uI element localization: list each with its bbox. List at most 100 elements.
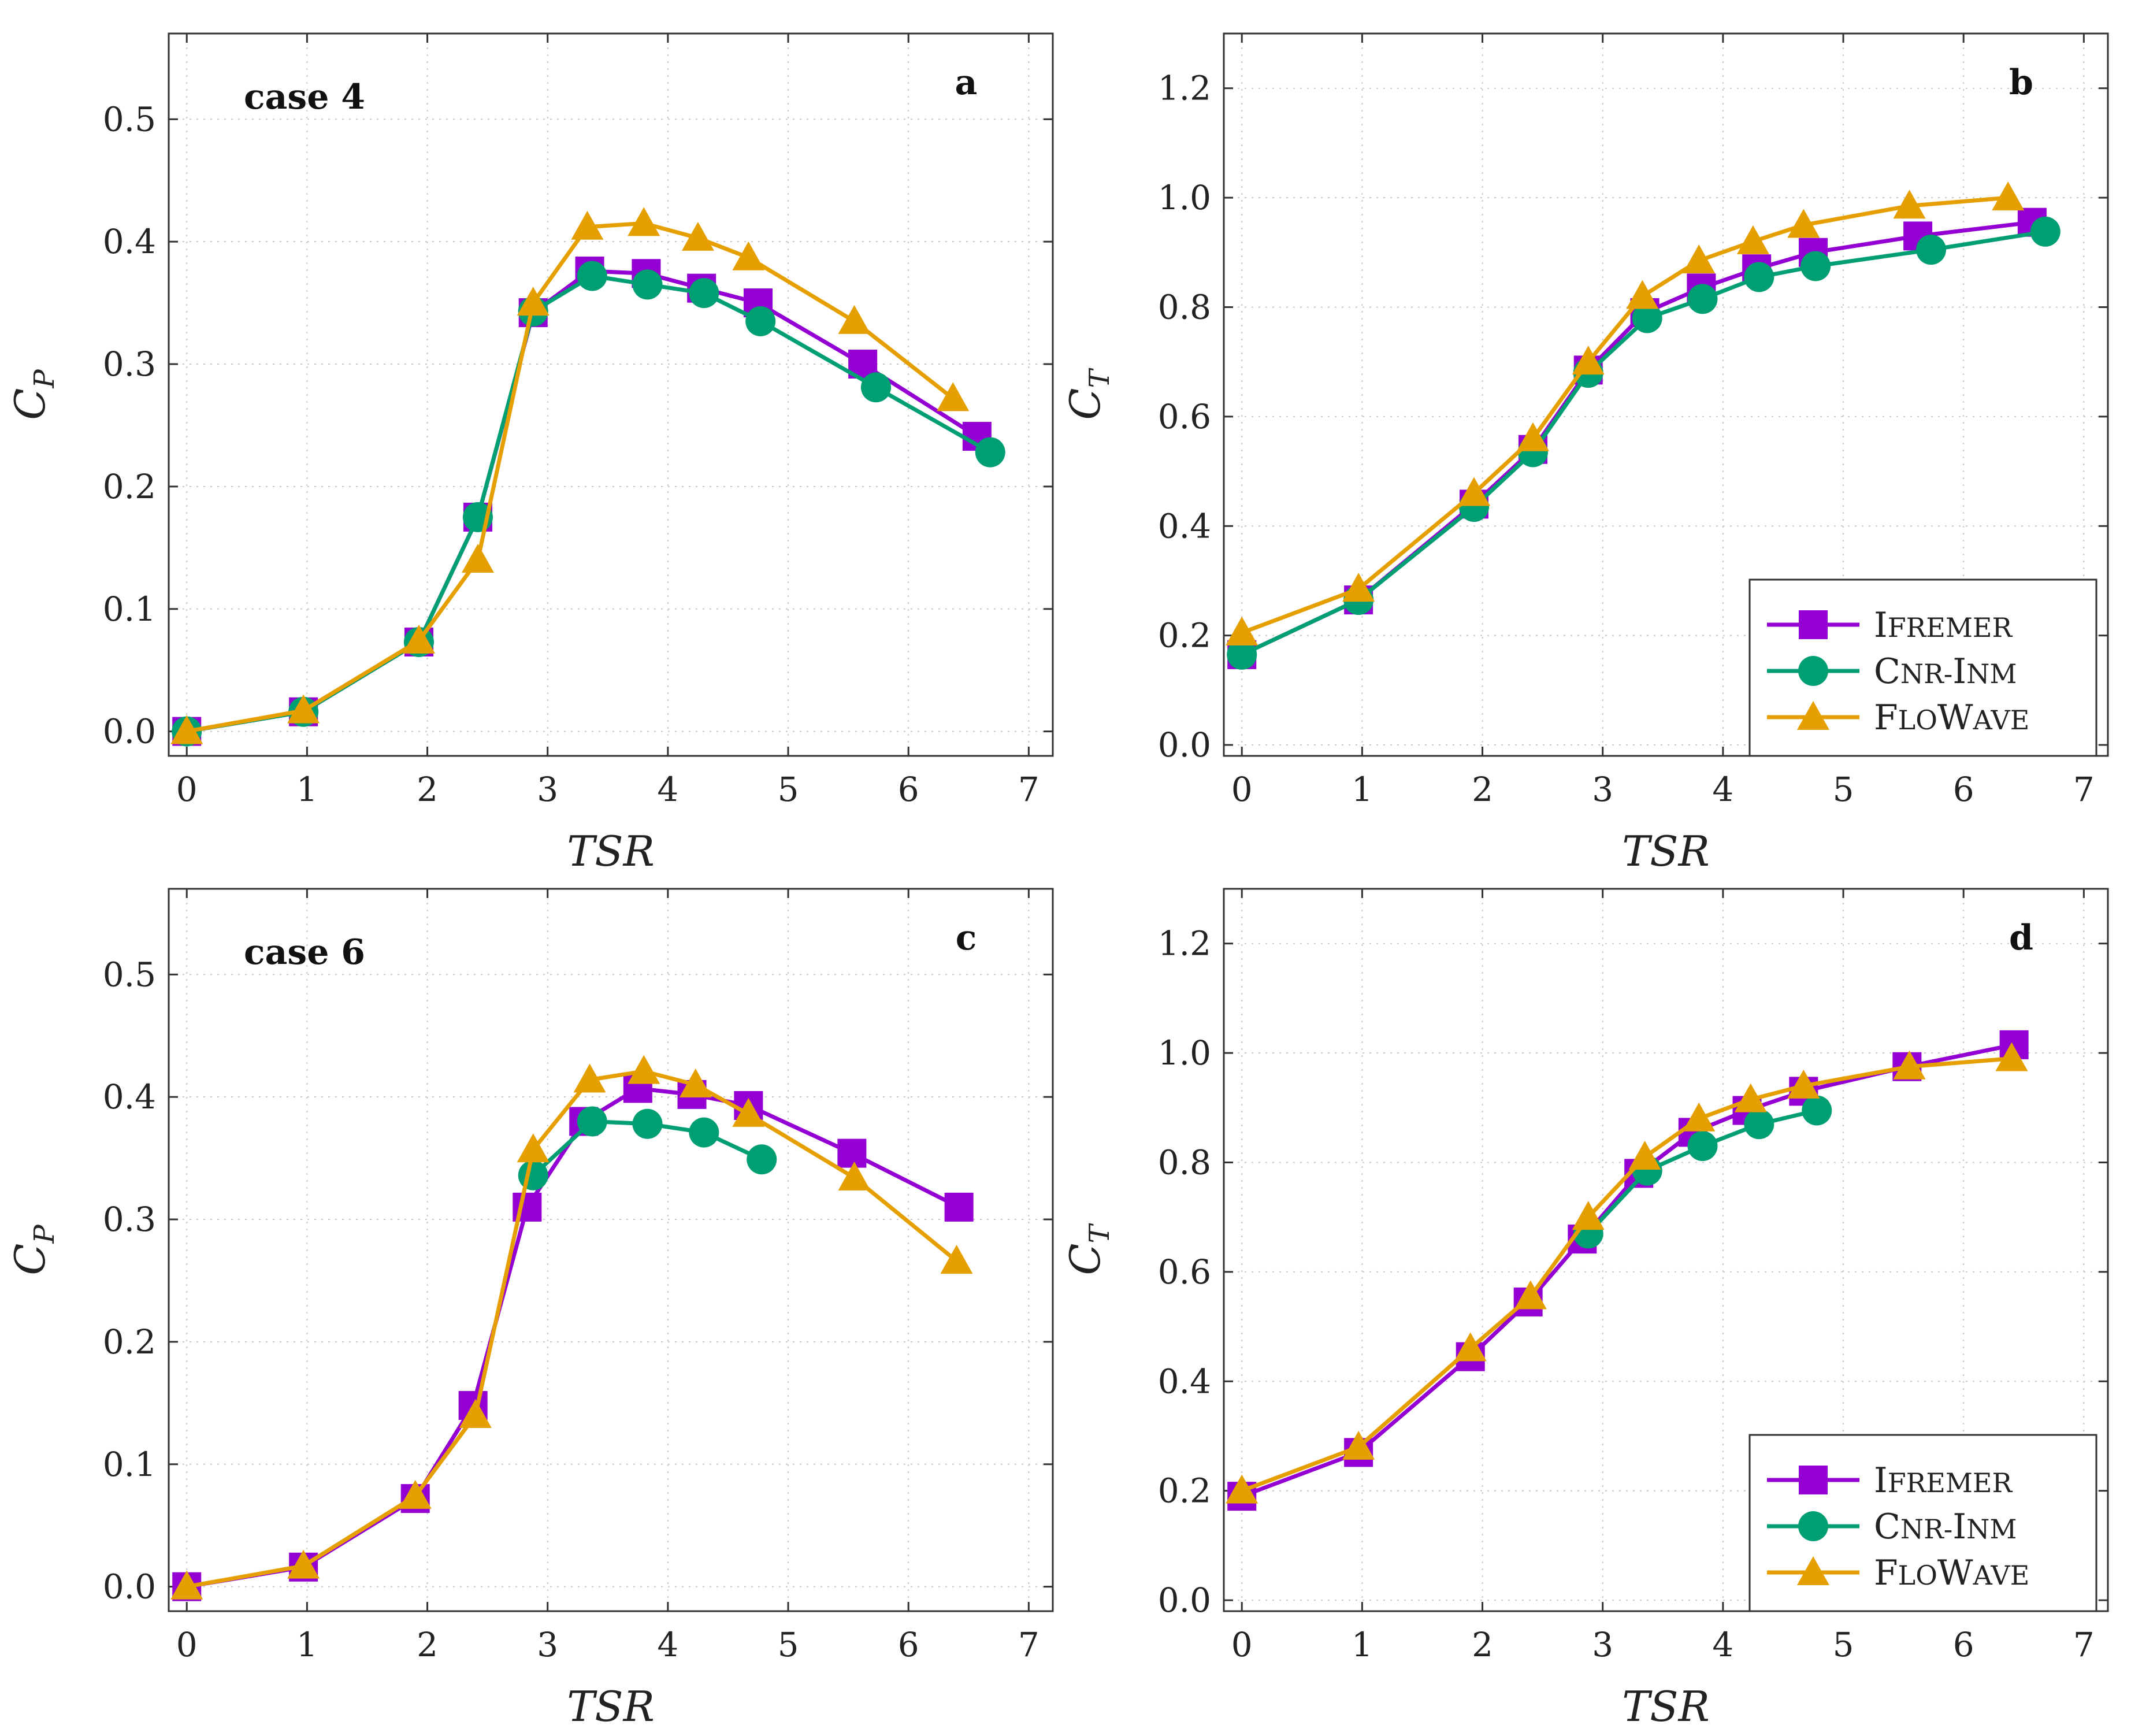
plot-frame — [168, 32, 1054, 757]
x-tick-label: 4 — [657, 770, 678, 809]
x-axis-title: TSR — [1622, 827, 1710, 876]
y-tick-label: 0.2 — [1158, 1471, 1211, 1511]
x-tick-label: 3 — [1592, 1625, 1613, 1664]
marker-flowave — [287, 694, 320, 724]
x-tick-label: 7 — [2073, 770, 2095, 809]
y-tick-label: 0.8 — [1158, 1143, 1211, 1182]
marker-flowave — [1514, 1280, 1547, 1310]
x-tick-label: 3 — [537, 1625, 558, 1664]
x-tick-label: 1 — [1352, 1625, 1373, 1664]
legend-marker-flowave — [1797, 701, 1829, 730]
marker-flowave — [287, 1549, 320, 1579]
marker-flowave — [1628, 1141, 1661, 1170]
y-axis-title: CP — [6, 369, 61, 420]
legend-label-rest: LO — [1898, 704, 1937, 736]
marker-flowave — [1457, 477, 1490, 506]
legend-label-rest: AVE — [1973, 1560, 2030, 1591]
y-axis-title-main: C — [6, 388, 54, 420]
plot-frame — [1223, 32, 2109, 757]
marker-flowave — [628, 207, 660, 236]
marker-flowave — [1995, 1042, 2028, 1071]
x-tick-label: 2 — [417, 1625, 438, 1664]
marker-cnr-inm — [1744, 262, 1774, 292]
y-axis-title-main: C — [1061, 388, 1109, 420]
marker-flowave — [838, 1162, 871, 1190]
series-line-flowave — [186, 221, 955, 734]
legend-label-initial: W — [1937, 698, 1973, 738]
x-tick-label: 2 — [417, 770, 438, 809]
y-tick-label: 0.2 — [103, 1322, 156, 1362]
x-axis-title: TSR — [1622, 1682, 1710, 1731]
y-tick-label: 0.0 — [1158, 1581, 1211, 1620]
series-line-flowave — [1241, 1056, 2012, 1493]
x-tick-label: 4 — [1712, 1625, 1733, 1664]
marker-flowave — [1893, 190, 1926, 219]
case-annotation: case 6 — [244, 932, 365, 973]
marker-flowave — [402, 624, 435, 654]
marker-cnr-inm — [861, 372, 891, 403]
x-tick-label: 0 — [1231, 770, 1253, 809]
legend-label-rest: FREMER — [1888, 612, 2013, 643]
marker-cnr-inm — [577, 1106, 607, 1137]
marker-cnr-inm — [1687, 284, 1718, 314]
marker-flowave — [1516, 422, 1549, 451]
legend-label-initial: I — [1952, 651, 1966, 692]
legend-label-initial: I — [1952, 1507, 1966, 1547]
legend-label-initial: C — [1874, 651, 1900, 692]
marker-flowave — [1572, 346, 1605, 375]
marker-flowave — [1342, 1430, 1375, 1460]
marker-ifremer — [944, 1192, 974, 1222]
x-tick-label: 2 — [1472, 770, 1493, 809]
marker-flowave — [170, 1570, 203, 1600]
panel-label: a — [955, 62, 978, 103]
y-axis-title-main: C — [1061, 1243, 1109, 1275]
x-tick-label: 4 — [1712, 770, 1733, 809]
y-axis-title-sub: P — [28, 1225, 61, 1244]
legend-marker-ifremer — [1799, 610, 1828, 639]
x-tick-label: 3 — [1592, 770, 1613, 809]
marker-cnr-inm — [1744, 1109, 1774, 1140]
legend-label-initial: I — [1874, 1460, 1888, 1501]
series-line-ifremer — [1241, 1043, 2015, 1498]
y-axis-title: CP — [6, 1225, 61, 1275]
x-tick-label: 6 — [1953, 1625, 1974, 1664]
marker-flowave — [628, 1055, 660, 1084]
marker-cnr-inm — [689, 278, 719, 309]
x-tick-label: 1 — [296, 1625, 318, 1664]
marker-flowave — [1736, 225, 1769, 254]
y-tick-label: 0.1 — [103, 589, 156, 629]
marker-flowave — [1893, 1050, 1926, 1080]
marker-flowave — [573, 1063, 606, 1093]
marker-cnr-inm — [745, 306, 776, 336]
marker-cnr-inm — [1916, 235, 1946, 265]
marker-flowave — [571, 210, 604, 240]
marker-flowave — [937, 382, 970, 411]
y-tick-label: 0.4 — [103, 222, 156, 261]
y-axis-title: CT — [1061, 1223, 1116, 1275]
y-axis-title: CT — [1061, 368, 1116, 420]
panel-label: d — [2009, 918, 2033, 958]
x-tick-label: 5 — [1833, 1625, 1854, 1664]
x-axis-title: TSR — [567, 827, 655, 876]
y-tick-label: 0.8 — [1158, 287, 1211, 327]
marker-cnr-inm — [1687, 1131, 1718, 1162]
series-line-cnr-inm — [186, 274, 992, 734]
y-tick-label: 0.0 — [103, 1567, 156, 1607]
y-tick-label: 0.4 — [1158, 1362, 1211, 1401]
marker-flowave — [1626, 280, 1659, 309]
marker-flowave — [681, 221, 714, 251]
legend-label-flowave: FLOWAVE — [1874, 698, 2029, 738]
legend-marker-flowave — [1797, 1556, 1829, 1585]
marker-cnr-inm — [1632, 303, 1662, 333]
legend-marker-ifremer — [1799, 1466, 1828, 1494]
x-tick-label: 7 — [1018, 770, 1039, 809]
y-tick-label: 1.0 — [1158, 1033, 1211, 1073]
marker-flowave — [459, 1399, 492, 1429]
y-axis-title-sub: T — [1083, 1223, 1116, 1243]
legend-label-ifremer: IFREMER — [1874, 605, 2013, 646]
y-tick-label: 0.6 — [1158, 397, 1211, 436]
y-axis-title-sub: P — [28, 369, 61, 389]
